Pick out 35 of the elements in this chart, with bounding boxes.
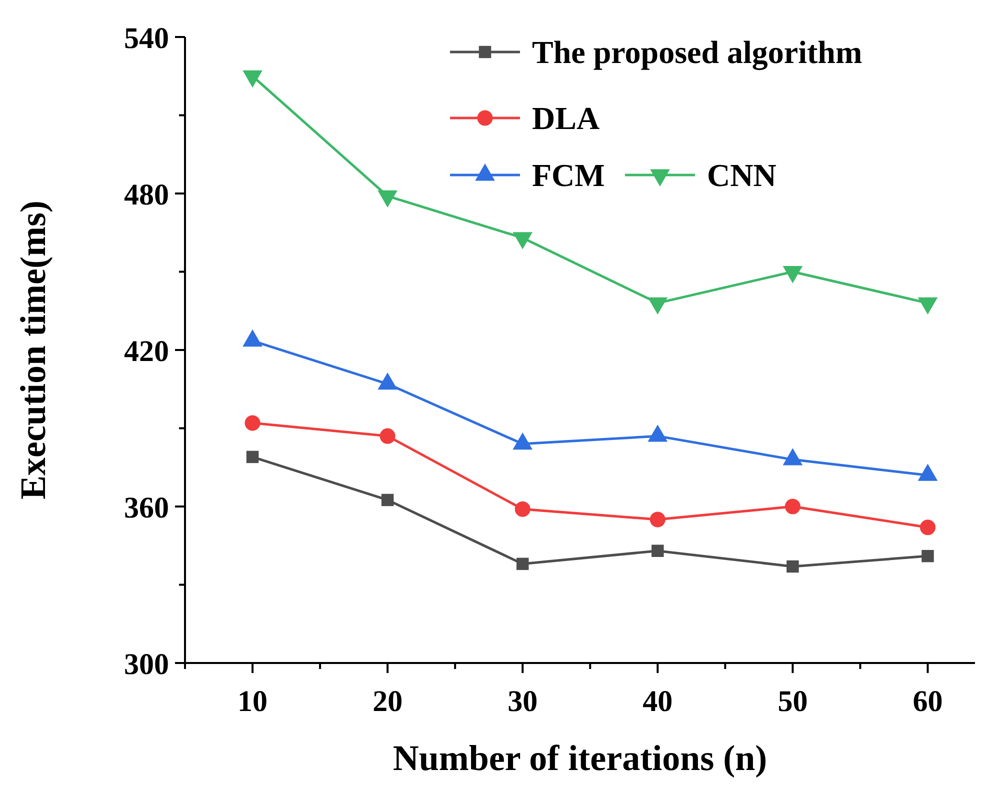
x-tick-label: 50 xyxy=(778,685,808,718)
x-tick-label: 10 xyxy=(238,685,268,718)
y-tick-label: 420 xyxy=(124,335,169,368)
y-tick-label: 360 xyxy=(124,492,169,524)
point xyxy=(378,190,398,208)
point xyxy=(512,232,533,250)
x-tick-label: 30 xyxy=(508,685,538,718)
legend-label: DLA xyxy=(532,100,600,136)
point xyxy=(516,558,529,570)
point xyxy=(650,512,666,528)
x-tick-label: 60 xyxy=(912,685,943,718)
legend-label: FCM xyxy=(532,157,605,193)
x-tick-label: 40 xyxy=(642,685,673,718)
point xyxy=(381,494,394,506)
point xyxy=(514,501,530,517)
point xyxy=(784,498,800,514)
point xyxy=(918,297,938,314)
legend-label: The proposed algorithm xyxy=(532,34,862,71)
point xyxy=(246,450,259,464)
point xyxy=(648,297,668,314)
point xyxy=(922,550,934,562)
point xyxy=(380,428,396,444)
x-axis-title: Number of iterations (n) xyxy=(392,738,768,778)
point xyxy=(652,544,664,557)
point xyxy=(786,560,799,573)
point xyxy=(920,520,936,536)
point xyxy=(244,415,260,431)
x-tick-label: 20 xyxy=(372,685,403,718)
point xyxy=(242,70,262,88)
point xyxy=(782,266,803,284)
y-tick-label: 540 xyxy=(124,22,169,55)
y-tick-label: 300 xyxy=(124,648,169,681)
y-axis-title: Execution time(ms) xyxy=(13,200,53,500)
legend-label: CNN xyxy=(707,157,776,193)
y-tick-label: 480 xyxy=(124,178,169,212)
